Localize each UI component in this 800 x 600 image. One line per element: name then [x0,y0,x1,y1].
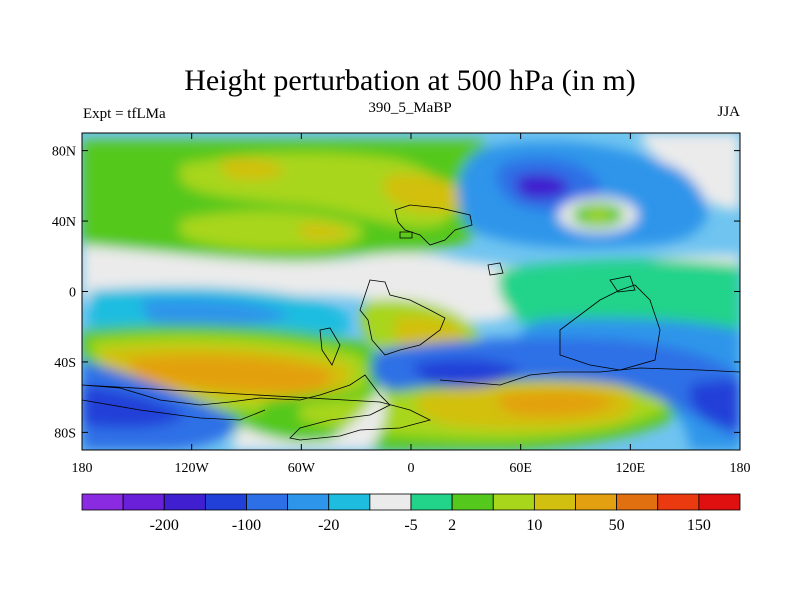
contour-equator-neutral [82,245,740,323]
colorbar-box [328,493,371,511]
colorbar-box [410,493,453,511]
colorbar-box [575,493,618,511]
contour-tropics-green [498,259,740,337]
colorbar-label: -100 [232,517,261,534]
colorbar-label: 150 [687,517,711,534]
y-tick-label: 80N [52,145,76,160]
colorbar-box [698,493,741,511]
colorbar-label: 10 [526,517,542,534]
x-tick-label: 180 [72,461,93,476]
colorbar-label: -5 [404,517,417,534]
colorbar-box [204,493,247,511]
colorbar-box [533,493,576,511]
colorbar-box [81,493,124,511]
contour-sio-dorange [498,390,615,417]
experiment-label: Expt = tfLMa [83,106,166,122]
colorbar-box [451,493,494,511]
contour-north-indigo [515,174,570,200]
x-tick-label: 0 [408,461,415,476]
colorbar-box [122,493,165,511]
contour-satl-orange [395,316,465,348]
y-axis: 80N 40N 0 40S 80S [52,145,740,441]
contour-spac-indigo-2 [690,380,740,430]
x-tick-label: 60W [288,461,316,476]
contour-tropics-blue-2 [140,298,290,327]
contour-north-orange-2 [220,158,285,180]
colorbar-label: 50 [609,517,625,534]
y-tick-label: 0 [69,286,76,301]
colorbar-label: 2 [448,517,456,534]
season-label: JJA [717,104,740,120]
contour-polar-neutral [640,133,740,210]
colorbar-label: -20 [318,517,339,534]
contour-sw-indigo [82,385,185,428]
colorbar-label: -200 [150,517,179,534]
contour-spac-indigo [410,358,520,387]
x-tick-label: 180 [730,461,751,476]
y-tick-label: 80S [54,426,76,441]
colorbar-box [369,493,412,511]
colorbar-box [246,493,289,511]
colorbar-box [287,493,330,511]
chart-title: Height perturbation at 500 hPa (in m) [184,64,636,97]
coastlines [82,204,740,441]
colorbar-box [616,493,659,511]
colorbar-box [492,493,535,511]
contour-north-orange [383,174,470,213]
contour-atlantic-olive [300,224,350,240]
colorbar-box [657,493,700,511]
contour-ne-yellow [586,209,610,221]
colorbar: -200 -100 -20 -5 2 10 50 150 [81,493,741,534]
subtitle-label: 390_5_MaBP [368,100,451,116]
contour-south-orange [129,355,331,393]
contour-atlantic-yellow [180,210,363,251]
colorbar-box [163,493,206,511]
x-tick-label: 120W [175,461,210,476]
x-tick-label: 60E [509,461,532,476]
y-tick-label: 40S [54,356,76,371]
x-axis: 180 120W 60W 0 60E 120E 180 [72,133,751,476]
x-tick-label: 120E [616,461,646,476]
y-tick-label: 40N [52,215,76,230]
